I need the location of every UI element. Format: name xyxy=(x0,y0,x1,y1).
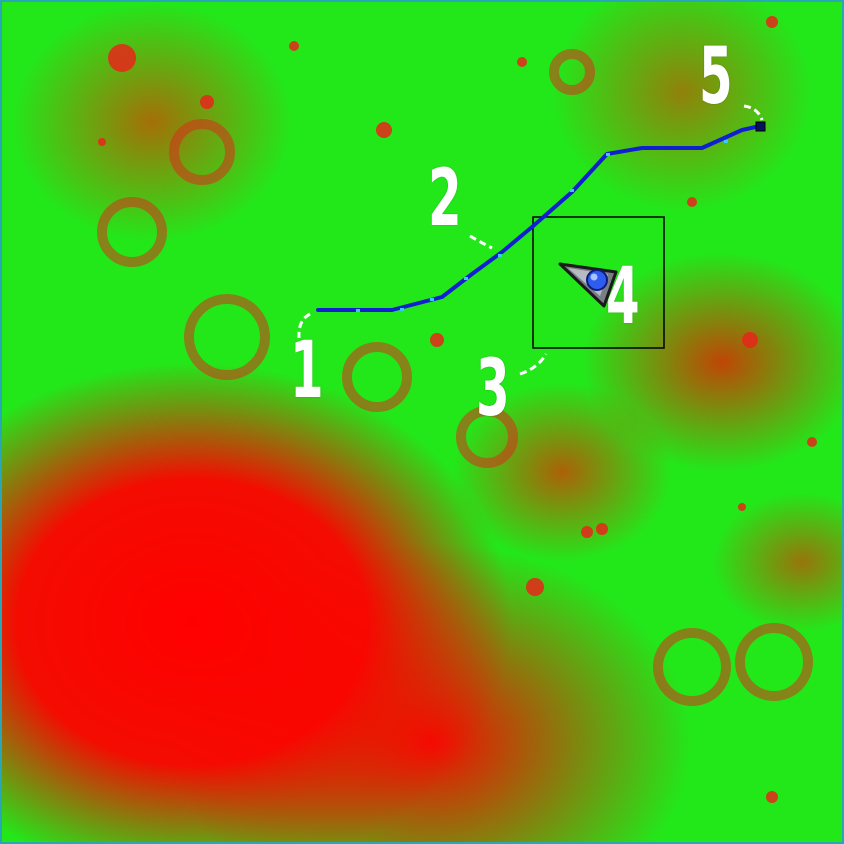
marker-label-5: 5 xyxy=(699,32,733,122)
leader-5 xyxy=(743,104,764,121)
leader-3 xyxy=(519,353,548,376)
marker-label-4: 4 xyxy=(606,252,640,342)
leader-1 xyxy=(297,312,311,339)
marker-label-2: 2 xyxy=(428,154,462,244)
rover-icon[interactable] xyxy=(558,262,618,308)
focus-box xyxy=(532,216,665,349)
leader-2 xyxy=(469,234,493,250)
marker-label-1: 1 xyxy=(290,326,324,416)
route-waypoints xyxy=(356,140,728,312)
goal-square-icon[interactable] xyxy=(755,121,766,132)
route-path xyxy=(316,124,762,312)
crater-rims xyxy=(97,49,813,706)
crater-dots xyxy=(98,16,817,803)
marker-label-3: 3 xyxy=(476,344,510,434)
label-leaders xyxy=(297,104,764,376)
